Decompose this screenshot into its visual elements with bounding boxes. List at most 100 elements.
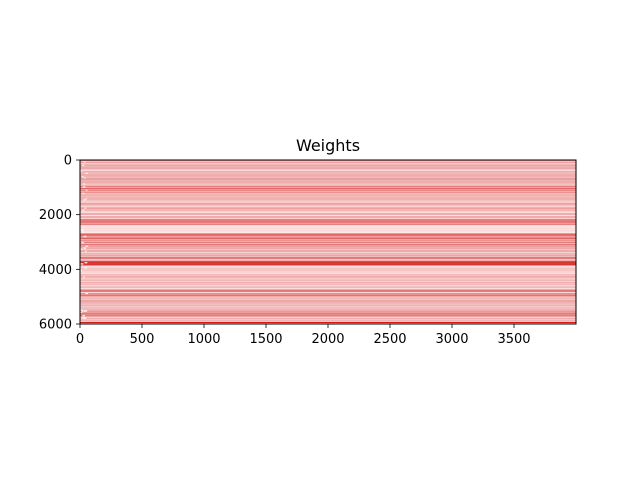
heatmap-row [80,233,576,235]
heatmap-row [80,196,576,198]
heatmap-row [80,208,576,209]
heatmap-row [80,261,576,262]
heatmap-row [80,171,576,173]
heatmap-row [80,266,576,268]
heatmap-row [80,222,576,223]
heatmap-row [80,174,576,176]
heatmap-row [80,309,576,310]
heatmap-row [80,257,576,259]
heatmap-row [80,289,576,290]
heatmap-row [80,298,576,299]
heatmap-row [80,218,576,220]
heatmap-row [80,253,576,254]
heatmap-row [80,300,576,301]
heatmap-row [80,277,576,278]
heatmap-row [80,313,576,314]
heatmap-row [80,310,576,312]
heatmap-row [80,203,576,205]
heatmap-row [80,163,576,165]
heatmap-row [80,287,576,289]
heatmap-row [80,321,576,323]
heatmap-row [80,228,576,230]
heatmap-row [80,306,576,307]
heatmap-cell [83,161,86,163]
heatmap-row [80,215,576,217]
heatmap-row [80,248,576,250]
heatmap-row [80,308,576,309]
heatmap-row [80,297,576,298]
heatmap-row [80,218,576,219]
chart-title: Weights [296,136,360,155]
heatmap-row [80,212,576,214]
heatmap-cell [81,310,84,313]
heatmap-row [80,256,576,257]
heatmap-row [80,289,576,291]
heatmap-row [80,210,576,211]
heatmap-row [80,197,576,199]
heatmap-row [80,237,576,239]
heatmap-row [80,255,576,257]
heatmap-cell [80,229,84,231]
heatmap-row [80,207,576,209]
heatmap-row [80,179,576,180]
heatmap-row [80,188,576,189]
heatmap-cell [80,311,83,313]
heatmap-row [80,322,576,324]
y-tick-label: 6000 [39,318,72,333]
x-tick-label: 500 [130,332,155,347]
heatmap-row [80,302,576,304]
x-tick-label: 0 [76,332,84,347]
heatmap-row [80,173,576,174]
heatmap-row [80,322,576,323]
heatmap-row [80,220,576,221]
heatmap-row [80,295,576,296]
heatmap-row [80,282,576,283]
heatmap-row [80,243,576,245]
heatmap-row [80,316,576,317]
heatmap-row [80,317,576,319]
heatmap-row [80,244,576,246]
heatmap-row [80,215,576,216]
heatmap-row [80,182,576,184]
heatmap-row [80,244,576,246]
heatmap-row [80,314,576,316]
heatmap-row [80,199,576,200]
heatmap-row [80,273,576,275]
heatmap-row [80,172,576,174]
x-tick-label: 2500 [373,332,406,347]
heatmap-row [80,163,576,165]
heatmap-row [80,267,576,268]
heatmap-row [80,216,576,218]
heatmap-row [80,184,576,186]
heatmap-row [80,269,576,271]
heatmap-row [80,235,576,236]
heatmap-row [80,171,576,172]
heatmap-row [80,236,576,238]
heatmap-row [80,252,576,253]
heatmap-cell [82,164,85,166]
heatmap-cell [83,276,85,278]
heatmap-row [80,280,576,281]
heatmap-row [80,214,576,216]
heatmap-row [80,211,576,213]
heatmap-row [80,260,576,262]
heatmap-row [80,302,576,303]
heatmap-row [80,208,576,210]
heatmap-row [80,217,576,218]
heatmap-row [80,297,576,299]
heatmap-row [80,195,576,196]
heatmap-row [80,160,576,162]
heatmap-row [80,223,576,225]
heatmap-row [80,260,576,261]
heatmap-row [80,308,576,310]
heatmap-row [80,207,576,208]
heatmap-row [80,293,576,295]
heatmap-row [80,191,576,192]
x-tick-label: 3000 [435,332,468,347]
heatmap-row [80,321,576,322]
heatmap-row [80,173,576,175]
heatmap-row [80,284,576,285]
heatmap-row [80,319,576,321]
heatmap-row [80,162,576,164]
heatmap-row [80,224,576,225]
